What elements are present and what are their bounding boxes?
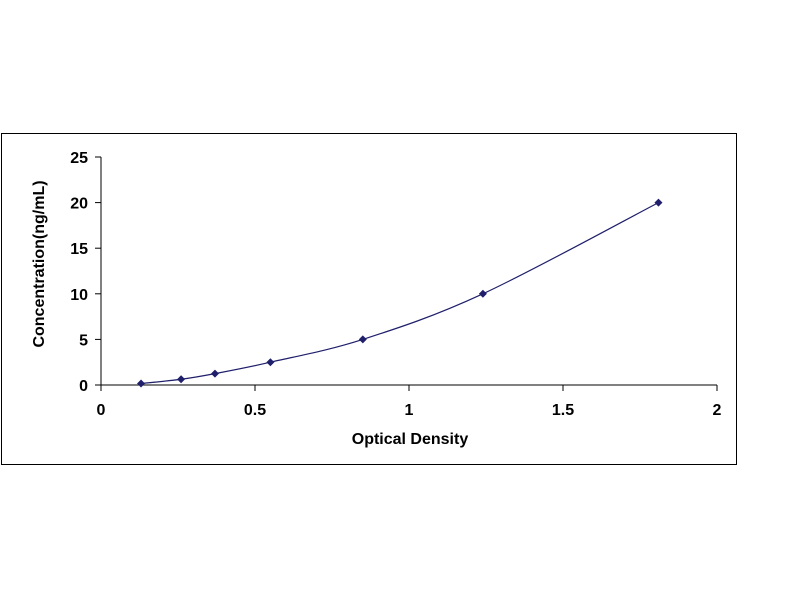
y-tick-label: 0 <box>79 378 88 395</box>
data-point-marker <box>177 375 186 384</box>
data-point-marker <box>654 198 663 207</box>
x-tick-label: 1.5 <box>552 402 574 419</box>
y-tick-label: 20 <box>70 196 88 213</box>
x-tick-label: 2 <box>713 402 722 419</box>
data-point-marker <box>210 369 219 378</box>
data-point-marker <box>478 289 487 298</box>
y-tick-label: 25 <box>70 150 88 167</box>
x-axis-title: Optical Density <box>352 431 469 448</box>
y-axis-title: Concentration(ng/mL) <box>31 180 48 347</box>
fit-curve-layer <box>140 202 659 385</box>
y-tick-label: 5 <box>79 332 88 349</box>
chart-frame <box>1 133 737 465</box>
x-tick-label: 1 <box>405 402 414 419</box>
x-tick-label: 0 <box>97 402 106 419</box>
y-tick-label: 10 <box>70 287 88 304</box>
x-tick-label: 0.5 <box>244 402 266 419</box>
data-point-marker <box>266 358 275 367</box>
data-point-marker <box>358 335 367 344</box>
data-points-layer <box>137 198 663 388</box>
y-tick-label: 15 <box>70 241 88 258</box>
fit-curve <box>140 202 659 385</box>
data-point-marker <box>137 379 146 388</box>
